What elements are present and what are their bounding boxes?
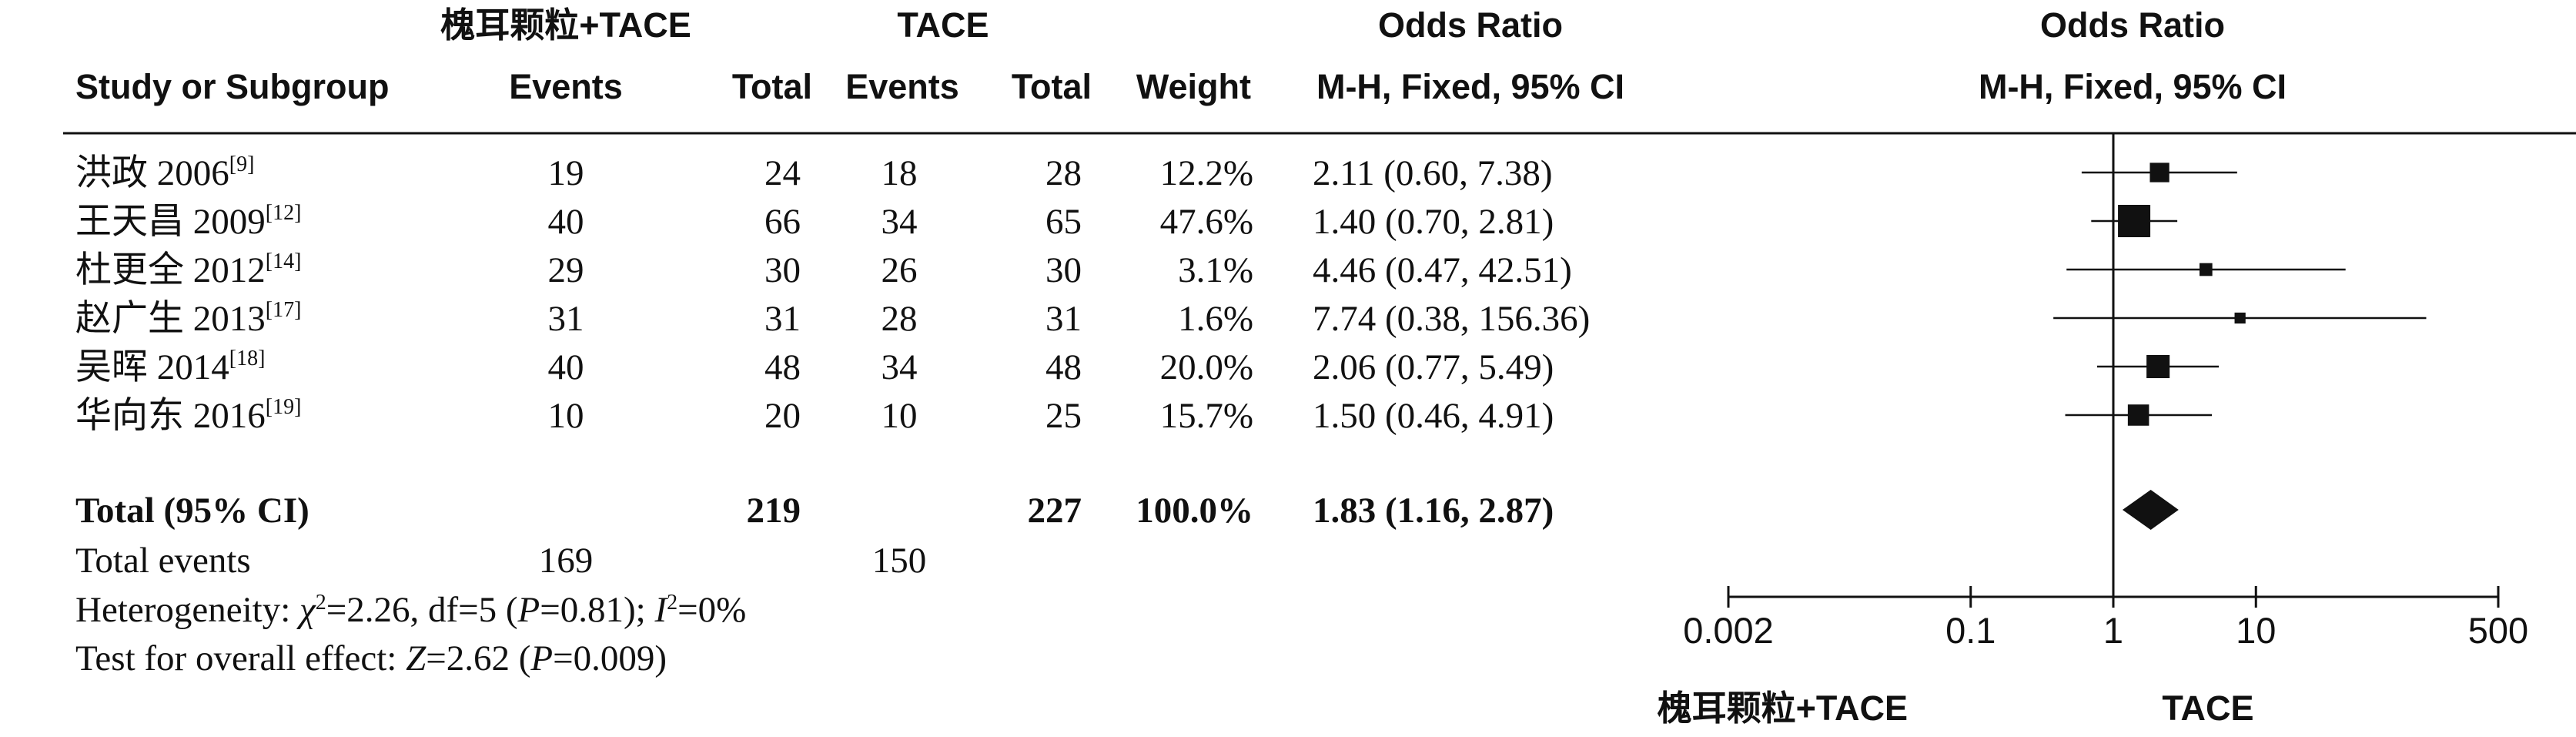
plot-method-header: M-H, Fixed, 95% CI	[1979, 67, 2287, 106]
study-weight: 3.1%	[1178, 250, 1253, 290]
study-row: 赵广生 2013[17] 31 31 28 31 1.6% 7.74 (0.38, 156.…	[75, 298, 1590, 339]
study-name: 吴晖 2014[18]	[75, 347, 265, 387]
study-name: 杜更全 2012[14]	[75, 250, 301, 290]
study-effect-square	[2146, 354, 2170, 379]
study-ci: 7.74 (0.38, 156.36)	[1313, 299, 1590, 339]
study-ci: 4.46 (0.47, 42.51)	[1313, 250, 1572, 290]
study-weight: 12.2%	[1160, 153, 1253, 193]
total1-header: Total	[732, 67, 812, 106]
heterogeneity-text: Heterogeneity: χ2=2.26, df=5 (P=0.81); I…	[75, 590, 746, 630]
group2-header: TACE	[897, 5, 989, 45]
plot-area: 0.002 0.1 1 10 500	[1683, 133, 2528, 651]
study-weight: 1.6%	[1178, 299, 1253, 339]
total-events-e1: 169	[539, 541, 594, 581]
study-events1: 19	[548, 153, 584, 193]
study-total2: 28	[1045, 153, 1082, 193]
study-header: Study or Subgroup	[75, 67, 389, 106]
study-events2: 34	[882, 202, 918, 242]
study-effect-square	[2127, 404, 2149, 426]
study-events2: 26	[882, 250, 918, 290]
study-total1: 30	[764, 250, 801, 290]
study-total2: 30	[1045, 250, 1082, 290]
study-rows: 洪政 2006[9] 19 24 18 28 12.2% 2.11 (0.60, 7.38)…	[75, 152, 1590, 436]
study-ci: 2.06 (0.77, 5.49)	[1313, 347, 1554, 387]
study-events1: 29	[548, 250, 584, 290]
x-tick-label: 10	[2236, 610, 2276, 651]
study-events1: 31	[548, 299, 584, 339]
study-row: 杜更全 2012[14] 29 30 26 30 3.1% 4.46 (0.47, 42.5…	[75, 250, 1572, 290]
study-weight: 47.6%	[1160, 202, 1253, 242]
or-method-header: M-H, Fixed, 95% CI	[1316, 67, 1624, 106]
study-ci: 1.40 (0.70, 2.81)	[1313, 202, 1554, 242]
total-ci: 1.83 (1.16, 2.87)	[1313, 491, 1554, 531]
pooled-effect-diamond	[2122, 490, 2179, 530]
total-weight: 100.0%	[1136, 491, 1253, 531]
study-total1: 24	[764, 153, 801, 193]
study-row: 王天昌 2009[12] 40 66 34 65 47.6% 1.40 (0.70, 2.8…	[75, 201, 1554, 242]
or-title-header: Odds Ratio	[1378, 5, 1563, 45]
plot-title-header: Odds Ratio	[2040, 5, 2225, 45]
x-tick-label: 1	[2103, 610, 2123, 651]
study-ci: 2.11 (0.60, 7.38)	[1313, 153, 1553, 193]
study-total2: 65	[1045, 202, 1082, 242]
study-row: 华向东 2016[19] 10 20 10 25 15.7% 1.50 (0.46, 4.9…	[75, 395, 1554, 436]
study-events1: 10	[548, 396, 584, 436]
study-total2: 48	[1045, 347, 1082, 387]
study-total1: 31	[764, 299, 801, 339]
events1-header: Events	[509, 67, 623, 106]
study-total1: 48	[764, 347, 801, 387]
study-events2: 10	[882, 396, 918, 436]
weight-header: Weight	[1136, 67, 1251, 106]
study-events2: 28	[882, 299, 918, 339]
study-ci: 1.50 (0.46, 4.91)	[1313, 396, 1554, 436]
study-weight: 20.0%	[1160, 347, 1253, 387]
favours-right-label: TACE	[2162, 688, 2253, 728]
study-effect-square	[2118, 205, 2151, 237]
study-events2: 34	[882, 347, 918, 387]
study-effect-square	[2234, 312, 2246, 324]
study-effect-square	[2199, 263, 2213, 276]
x-tick-label: 0.002	[1683, 610, 1774, 651]
x-tick-label: 500	[2468, 610, 2528, 651]
total-label: Total (95% CI)	[75, 491, 309, 531]
study-name: 赵广生 2013[17]	[75, 298, 301, 339]
study-total1: 20	[764, 396, 801, 436]
group1-header: 槐耳颗粒+TACE	[440, 5, 691, 45]
study-name: 华向东 2016[19]	[75, 395, 301, 436]
total-events-row: Total events 169 150	[75, 541, 926, 581]
study-events1: 40	[548, 347, 584, 387]
total-t2: 227	[1028, 491, 1082, 531]
x-tick-label: 0.1	[1945, 610, 1996, 651]
favours-left-label: 槐耳颗粒+TACE	[1658, 688, 1908, 728]
study-name: 洪政 2006[9]	[75, 152, 254, 193]
study-weight: 15.7%	[1160, 396, 1253, 436]
total-t1: 219	[747, 491, 801, 531]
total-events-label: Total events	[75, 541, 251, 581]
study-total2: 25	[1045, 396, 1082, 436]
study-row: 洪政 2006[9] 19 24 18 28 12.2% 2.11 (0.60, 7.38)	[75, 152, 1553, 193]
study-total1: 66	[764, 202, 801, 242]
study-total2: 31	[1045, 299, 1082, 339]
overall-effect-text: Test for overall effect: Z=2.62 (P=0.009…	[75, 638, 667, 678]
study-events1: 40	[548, 202, 584, 242]
study-row: 吴晖 2014[18] 40 48 34 48 20.0% 2.06 (0.77, 5.49…	[75, 347, 1554, 387]
total2-header: Total	[1012, 67, 1092, 106]
study-effect-square	[2149, 162, 2170, 183]
study-name: 王天昌 2009[12]	[75, 201, 301, 242]
total-row: Total (95% CI) 219 227 100.0% 1.83 (1.16…	[75, 491, 1554, 531]
study-events2: 18	[882, 153, 918, 193]
events2-header: Events	[845, 67, 959, 106]
total-events-e2: 150	[872, 541, 927, 581]
